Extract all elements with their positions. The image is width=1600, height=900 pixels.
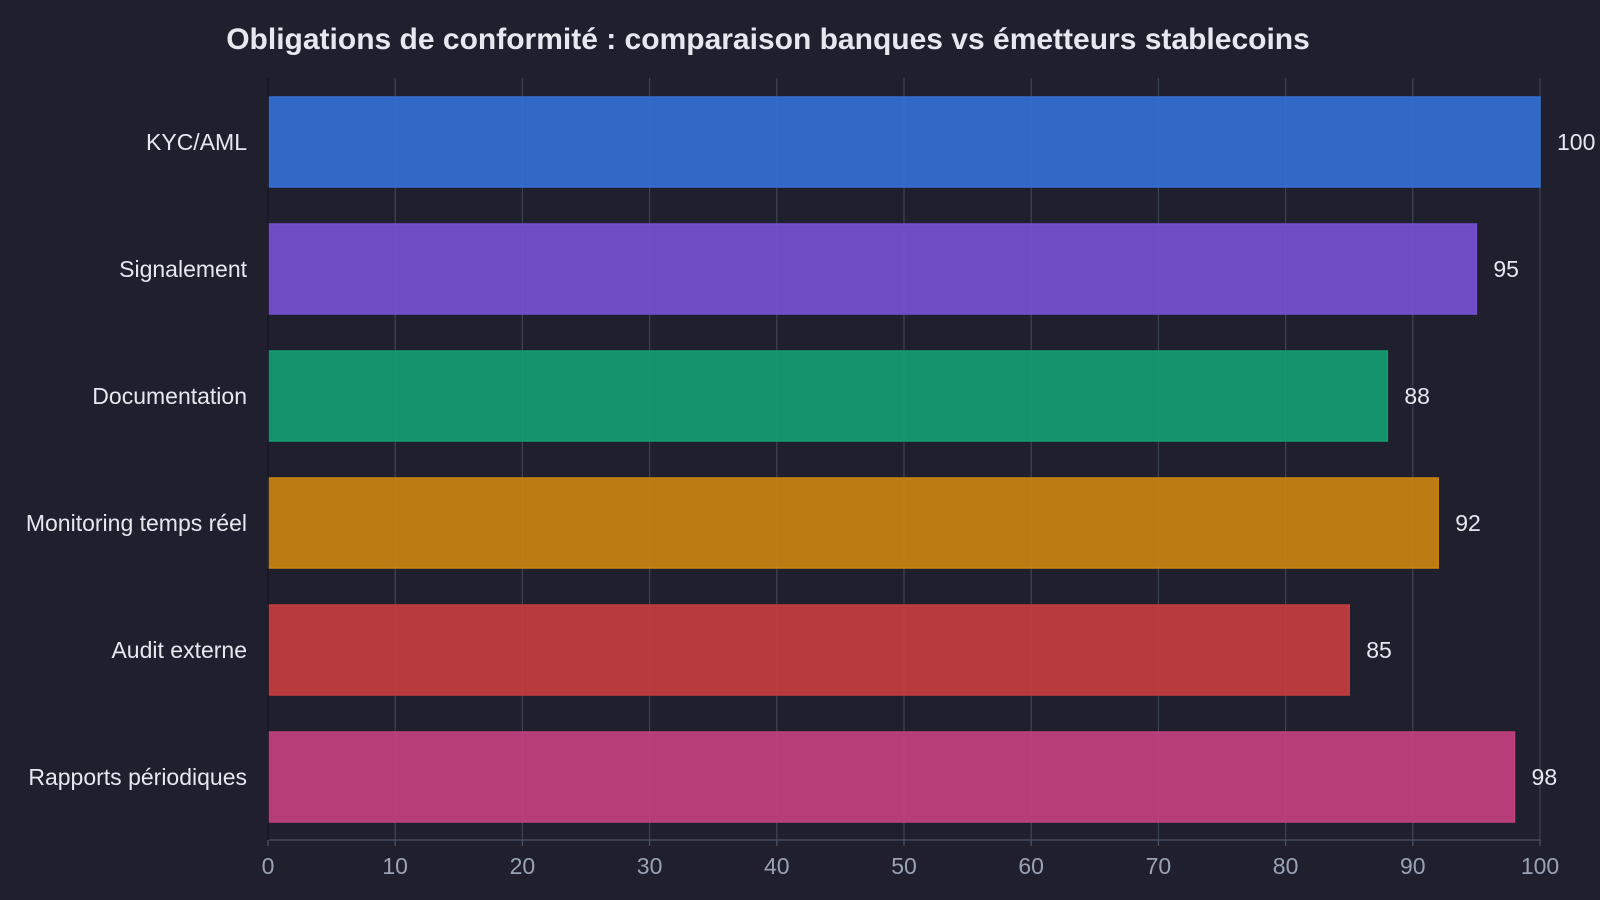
value-label: 98 (1532, 764, 1558, 790)
bar (267, 350, 1389, 442)
bar (267, 223, 1478, 315)
x-axis: 0 10 20 30 40 50 60 70 80 90 100 (262, 78, 1559, 879)
bar (267, 96, 1541, 188)
value-label: 92 (1455, 510, 1481, 536)
value-label: 85 (1366, 637, 1392, 663)
x-tick-label: 40 (764, 853, 790, 879)
x-tick-label: 100 (1521, 853, 1559, 879)
category-labels: KYC/AML Signalement Documentation Monitorin… (26, 129, 248, 790)
value-labels: 100 95 88 92 85 98 (1366, 129, 1595, 790)
bar (267, 731, 1516, 823)
bar (267, 604, 1350, 696)
x-tick-label: 0 (262, 853, 275, 879)
x-tick-label: 80 (1273, 853, 1299, 879)
category-label: Documentation (92, 383, 247, 409)
value-label: 88 (1404, 383, 1430, 409)
grid-lines (267, 78, 1541, 840)
x-tick-label: 50 (891, 853, 917, 879)
category-label: Audit externe (111, 637, 247, 663)
x-tick-label: 90 (1400, 853, 1426, 879)
x-tick-label: 20 (510, 853, 536, 879)
chart-title: Obligations de conformité : comparaison … (226, 23, 1310, 56)
value-label: 100 (1557, 129, 1595, 155)
x-tick-label: 10 (382, 853, 408, 879)
x-tick-label: 70 (1146, 853, 1172, 879)
category-label: Rapports périodiques (28, 764, 247, 790)
x-tick-label: 30 (637, 853, 663, 879)
bar (267, 477, 1439, 569)
x-tick-label: 60 (1018, 853, 1044, 879)
value-label: 95 (1493, 256, 1519, 282)
category-label: Signalement (119, 256, 247, 282)
category-label: KYC/AML (146, 129, 247, 155)
category-label: Monitoring temps réel (26, 510, 247, 536)
